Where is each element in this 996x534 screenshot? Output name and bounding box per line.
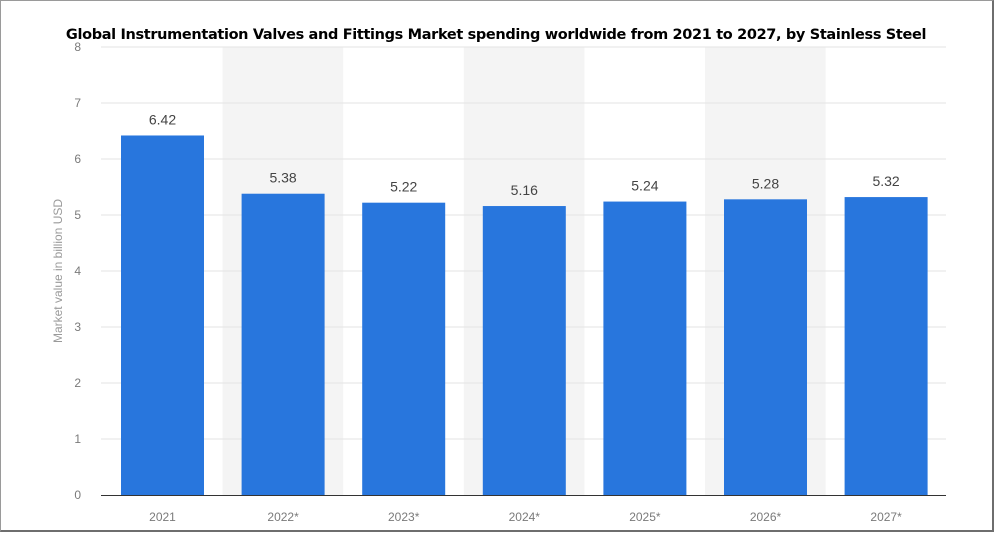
y-tick-label: 3 (74, 320, 81, 334)
x-tick-label: 2024* (509, 510, 541, 524)
x-tick-label: 2022* (267, 510, 299, 524)
y-axis-title: Market value in billion USD (51, 199, 65, 343)
x-tick-labels: 2021 2022* 2023* 2024* 2025* 2026* 2027* (149, 510, 902, 524)
x-tick-label: 2021 (149, 510, 176, 524)
y-tick-label: 7 (74, 96, 81, 110)
x-tick-label: 2025* (629, 510, 661, 524)
y-tick-label: 0 (74, 488, 81, 502)
x-tick-label: 2026* (750, 510, 782, 524)
y-tick-label: 4 (74, 264, 81, 278)
y-tick-label: 8 (74, 40, 81, 54)
x-tick-label: 2023* (388, 510, 420, 524)
data-label: 5.28 (752, 175, 779, 191)
y-tick-label: 6 (74, 152, 81, 166)
y-tick-label: 2 (74, 376, 81, 390)
bars (121, 135, 928, 496)
data-label: 5.16 (511, 182, 538, 198)
bar (603, 201, 687, 495)
bar (121, 135, 204, 496)
y-tick-label: 1 (74, 432, 81, 446)
y-tick-label: 5 (74, 208, 81, 222)
bar (362, 202, 446, 495)
chart-title: Global Instrumentation Valves and Fittin… (65, 27, 927, 43)
data-label: 5.38 (269, 170, 296, 186)
data-label: 5.22 (390, 179, 417, 195)
x-tick-label: 2027* (870, 510, 902, 524)
data-label: 5.24 (631, 178, 658, 194)
bar (482, 206, 566, 496)
value-labels: 6.42 5.38 5.22 5.16 5.24 5.28 5.32 (149, 111, 900, 198)
data-label: 6.42 (149, 111, 176, 127)
bar (844, 197, 928, 495)
bar (241, 193, 325, 495)
data-label: 5.32 (872, 173, 899, 189)
y-tick-labels: 0 1 2 3 4 5 6 7 8 (74, 40, 81, 502)
bar (724, 199, 807, 495)
